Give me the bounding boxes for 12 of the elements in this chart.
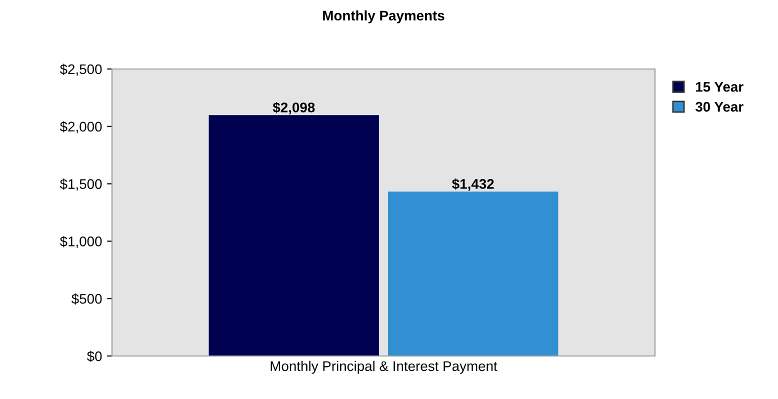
y-tick-label: $0 [86,350,102,362]
y-tick-label: $2,000 [60,121,102,134]
y-tick-label: $2,500 [60,64,102,76]
data-label: $2,098 [272,102,315,114]
legend-label: 30 Year [695,102,744,112]
legend-label: 15 Year [696,82,744,92]
data-label: $1,432 [452,178,494,191]
x-tick-label: Monthly Principal & Interest Payment [270,360,498,374]
y-tick-label: $1,500 [60,178,102,191]
y-tick-label: $500 [72,293,102,305]
chart-title: Monthly Payments [323,10,444,24]
y-tick-label: $1,000 [60,236,102,248]
